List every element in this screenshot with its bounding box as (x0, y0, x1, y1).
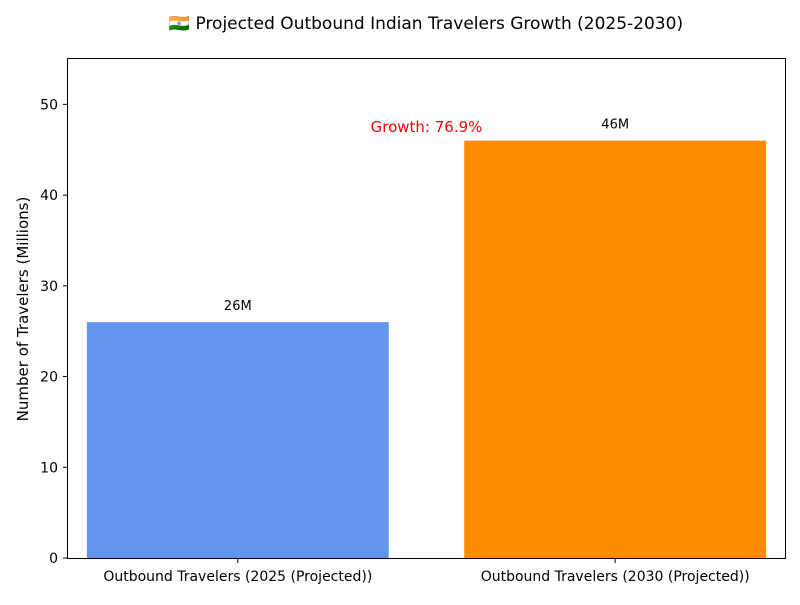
x-axis: Outbound Travelers (2025 (Projected)) Out… (103, 558, 750, 585)
y-tick-label: 40 (40, 188, 58, 204)
y-axis-label: Number of Travelers (Millions) (14, 197, 32, 422)
bar-value-label: 26M (224, 299, 252, 314)
y-axis: 0 10 20 30 40 50 (40, 97, 68, 567)
value-labels-layer: 26M 46M (224, 118, 629, 314)
x-tick-label: Outbound Travelers (2025 (Projected)) (103, 569, 372, 585)
growth-annotation: Growth: 76.9% (371, 118, 483, 136)
bar-value-label: 46M (601, 118, 629, 133)
bar-2025 (86, 322, 389, 558)
bar-2030 (464, 140, 767, 558)
y-tick-label: 50 (40, 97, 58, 113)
chart-title: 🇮🇳 Projected Outbound Indian Travelers G… (169, 14, 683, 34)
y-tick-label: 20 (40, 370, 58, 386)
y-tick-label: 0 (49, 551, 58, 567)
y-tick-label: 30 (40, 279, 58, 295)
bars-layer (86, 140, 767, 558)
plot-area-frame (67, 58, 786, 559)
y-tick-label: 10 (40, 460, 58, 476)
x-tick-label: Outbound Travelers (2030 (Projected)) (481, 569, 750, 585)
